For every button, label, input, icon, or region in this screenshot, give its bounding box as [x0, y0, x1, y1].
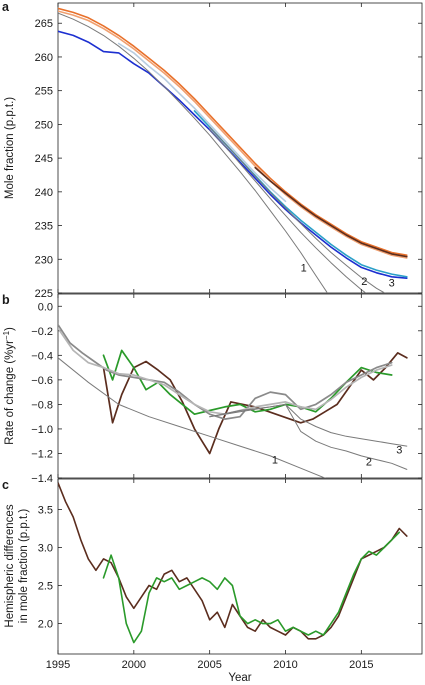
panel-letter-b: b — [2, 293, 10, 307]
series-line-1 — [58, 7, 408, 256]
series-line-2 — [102, 531, 401, 644]
series-line-9 — [209, 126, 386, 293]
curve-annotation: 1 — [301, 262, 307, 274]
curve-annotation: 2 — [361, 276, 367, 288]
y-tick-label: 2.5 — [38, 581, 53, 593]
panel-a-ylabel: Mole fraction (p.p.t.) — [4, 97, 16, 199]
y-tick-label: 235 — [35, 221, 53, 233]
y-tick-label: 255 — [35, 86, 53, 98]
series-line-7 — [58, 12, 329, 293]
y-tick-label: −1.0 — [31, 424, 53, 436]
y-tick-label: 225 — [35, 288, 53, 300]
panel-a-series — [58, 7, 408, 293]
y-tick-label: −0.8 — [31, 399, 53, 411]
x-axis-label: Year — [228, 672, 251, 684]
panel-letter-c: c — [2, 478, 9, 492]
y-tick-label: −0.2 — [31, 326, 53, 338]
y-tick-label: −0.6 — [31, 375, 53, 387]
panel-c-x-ticks: 1995 2000 2005 2010 2015 — [46, 659, 374, 671]
y-tick-label: −0.4 — [31, 350, 53, 362]
panel-c-series — [58, 481, 408, 644]
panel-b-frame — [57, 293, 423, 479]
y-tick-label: 265 — [35, 18, 53, 30]
panel-b-ylabel-sup: −1 — [2, 330, 11, 340]
panel-c-ylabel-line1: Hemispheric differences — [4, 504, 16, 627]
series-line-2 — [58, 10, 408, 259]
panel-b-ylabel-main: Rate of change (%yr — [4, 340, 16, 445]
x-tick-label: 2000 — [122, 659, 146, 671]
y-tick-label: 3.0 — [38, 542, 53, 554]
panel-b-series — [58, 323, 408, 478]
x-tick-label: 2010 — [273, 659, 297, 671]
series-line-1 — [102, 352, 408, 455]
y-tick-label: 240 — [35, 187, 53, 199]
series-line-8 — [209, 129, 367, 293]
curve-annotation: 2 — [366, 457, 372, 469]
panel-b: b −1.4 −1.2 −1.0 −0.8 −0.6 −0.4 −0.2 0.0 1 2 3 Ra… — [2, 293, 423, 485]
y-tick-label: 260 — [35, 52, 53, 64]
curve-annotation: 1 — [272, 454, 278, 466]
y-tick-label: 250 — [35, 119, 53, 131]
series-line-6 — [209, 403, 408, 470]
curve-annotation: 3 — [396, 444, 402, 456]
panel-a-frame — [57, 2, 423, 294]
panel-a-annotations: 1 2 3 — [301, 262, 395, 289]
x-tick-label: 2005 — [197, 659, 221, 671]
series-line-1 — [58, 481, 408, 640]
y-tick-label: 230 — [35, 254, 53, 266]
series-line-3 — [58, 323, 393, 420]
panel-c-frame — [57, 478, 423, 655]
panel-c-y-ticks: 2.0 2.5 3.0 3.5 — [38, 504, 422, 631]
series-line-6 — [117, 42, 287, 203]
x-tick-label: 2015 — [349, 659, 373, 671]
y-tick-label: 0.0 — [38, 301, 53, 313]
y-tick-label: 3.5 — [38, 504, 53, 516]
y-tick-label: −1.4 — [31, 473, 53, 485]
series-line-5 — [58, 357, 327, 478]
panel-b-ylabel-end: ) — [4, 327, 16, 331]
series-line-7 — [209, 403, 408, 447]
panel-b-y-ticks: −1.4 −1.2 −1.0 −0.8 −0.6 −0.4 −0.2 0.0 — [31, 301, 422, 485]
panel-a: a 225 230 235 240 245 250 255 260 265 1 2 3 Mole f… — [2, 0, 423, 300]
x-tick-label: 1995 — [46, 659, 70, 671]
panel-c-ylabel-line2: in mole fraction (p.p.t.) — [18, 509, 30, 624]
series-line-3 — [254, 166, 408, 258]
y-tick-label: −1.2 — [31, 448, 53, 460]
panel-letter-a: a — [2, 0, 10, 14]
panel-a-y-ticks: 225 230 235 240 245 250 255 260 265 — [35, 18, 422, 300]
panel-c: c 2.0 2.5 3.0 3.5 1995 2000 2005 2010 2015 Hemi… — [2, 478, 423, 684]
panel-b-ylabel: Rate of change (%yr−1) — [2, 327, 16, 445]
panel-b-annotations: 1 2 3 — [272, 444, 402, 468]
y-tick-label: 245 — [35, 153, 53, 165]
y-tick-label: 2.0 — [38, 619, 53, 631]
curve-annotation: 3 — [389, 277, 395, 289]
